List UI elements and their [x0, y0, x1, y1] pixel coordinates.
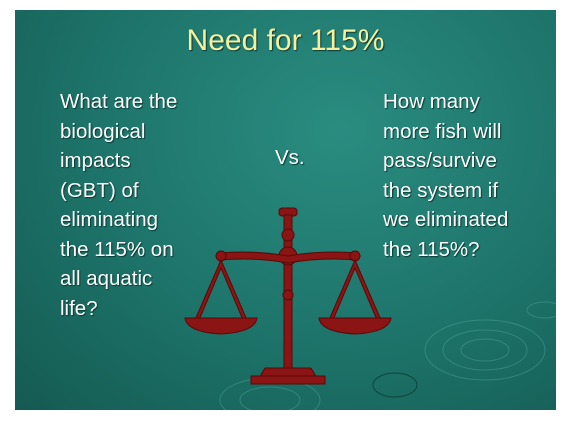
text-line: life? — [60, 296, 98, 320]
text-line: pass/survive — [383, 149, 497, 172]
left-text: What are the biological impacts (GBT) of eli… — [60, 87, 177, 323]
text-line: eliminating — [60, 208, 158, 231]
right-text: How many more fish will pass/survive the sy… — [383, 87, 508, 264]
text-line: (GBT) of — [60, 178, 139, 202]
text-line: impacts — [60, 149, 131, 172]
text-line: How many — [383, 90, 480, 113]
ripples — [219, 301, 556, 410]
slide-title: Need for 115% — [186, 24, 385, 57]
text-line: biological — [60, 119, 146, 143]
text-line: we eliminated — [383, 208, 509, 231]
text-line: the system if — [383, 178, 499, 202]
decoration — [184, 207, 556, 410]
slide: Need for 115% What are the biological impa… — [15, 10, 556, 410]
text-line: What are the — [60, 90, 178, 113]
text-line: more fish will — [383, 119, 502, 143]
text-line: the 115% on — [60, 237, 174, 261]
text-line: all aquatic — [60, 267, 153, 290]
versus: Vs. — [275, 146, 305, 169]
text-line: the 115%? — [383, 237, 480, 261]
scale-icon — [184, 207, 392, 385]
